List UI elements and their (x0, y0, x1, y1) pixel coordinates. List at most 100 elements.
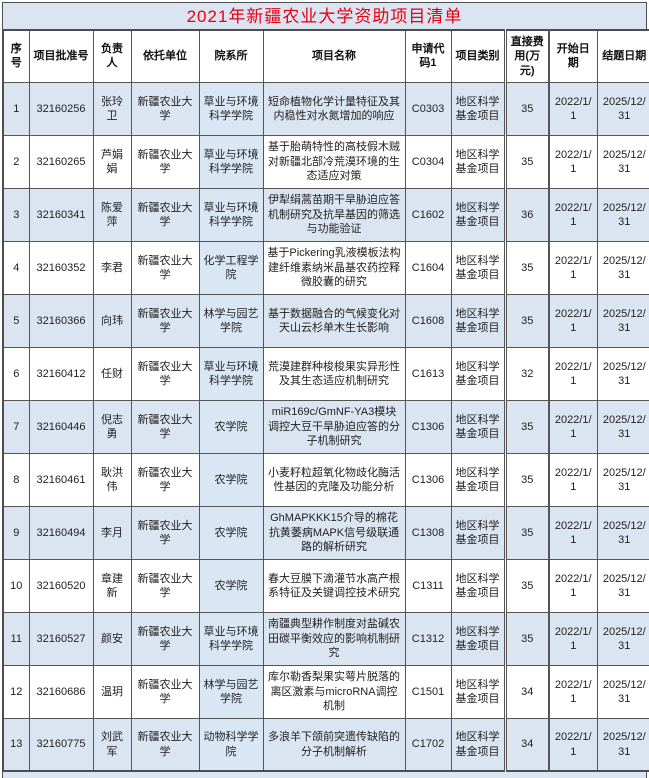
cell-approval-no: 32160366 (28, 293, 94, 348)
cell-budget: 36 (503, 187, 550, 242)
cell-project-title: 基于数据融合的气候变化对天山云杉单木生长影响 (262, 293, 406, 348)
cell-category: 地区科学基金项目 (450, 134, 506, 189)
cell-approval-no: 32160256 (28, 81, 94, 136)
cell-institution: 新疆农业大学 (130, 134, 200, 189)
cell-budget: 32 (503, 346, 550, 401)
cell-pi: 陈爱萍 (92, 187, 132, 242)
cell-budget: 35 (503, 134, 550, 189)
cell-approval-no: 32160686 (28, 664, 94, 719)
cell-start-date: 2022/1/1 (548, 452, 598, 507)
cell-category: 地区科学基金项目 (450, 346, 506, 401)
cell-approval-no: 32160775 (28, 717, 94, 772)
cell-category: 地区科学基金项目 (450, 240, 506, 295)
cell-application-code: C0304 (404, 134, 452, 189)
cell-application-code: C1312 (404, 611, 452, 666)
table-row: 3 32160341 陈爱萍 新疆农业大学 草业与环境科学学院 伊犁绢蒿苗期干旱胁迫应答机… (2, 187, 649, 242)
cell-budget: 35 (503, 293, 550, 348)
header-application-code: 申请代码1 (404, 29, 452, 83)
cell-start-date: 2022/1/1 (548, 664, 598, 719)
cell-pi: 倪志勇 (92, 399, 132, 454)
cell-end-date: 2025/12/31 (596, 240, 649, 295)
header-category: 项目类别 (450, 29, 506, 83)
cell-project-title: miR169c/GmNF-YA3模块调控大豆干旱胁迫应答的分子机制研究 (262, 399, 406, 454)
cell-institution: 新疆农业大学 (130, 240, 200, 295)
cell-category: 地区科学基金项目 (450, 452, 506, 507)
cell-project-title: GhMAPKKK15介导的棉花抗黄萎病MAPK信号级联通路的解析研究 (262, 505, 406, 560)
header-pi: 负责人 (92, 29, 132, 83)
cell-project-title: 多浪羊下颌前突遗传缺陷的分子机制解析 (262, 717, 406, 772)
cell-index: 1 (2, 81, 30, 136)
cell-start-date: 2022/1/1 (548, 346, 598, 401)
cell-pi: 颜安 (92, 611, 132, 666)
table-row: 12 32160686 温玥 新疆农业大学 林学与园艺学院 库尔勒香梨果实萼片脱落的离区激… (2, 664, 649, 719)
cell-budget: 34 (503, 664, 550, 719)
table-row: 2 32160265 芦娟娟 新疆农业大学 草业与环境科学学院 基于胎萌特性的高枝假木贼对… (2, 134, 649, 189)
cell-application-code: C1608 (404, 293, 452, 348)
header-end-date: 结题日期 (596, 29, 649, 83)
cell-end-date: 2025/12/31 (596, 134, 649, 189)
cell-department: 草业与环境科学学院 (198, 81, 264, 136)
cell-start-date: 2022/1/1 (548, 558, 598, 613)
cell-department: 草业与环境科学学院 (198, 346, 264, 401)
cell-department: 化学工程学院 (198, 240, 264, 295)
cell-project-title: 短命植物化学计量特征及其内稳性对水氮增加的响应 (262, 81, 406, 136)
cell-index: 11 (2, 611, 30, 666)
cell-pi: 向玮 (92, 293, 132, 348)
cell-approval-no: 32160412 (28, 346, 94, 401)
table-header: 序号 项目批准号 负责人 依托单位 院系所 项目名称 申请代码1 项目类别 直接… (2, 29, 649, 83)
cell-department: 农学院 (198, 505, 264, 560)
cell-index: 2 (2, 134, 30, 189)
cell-start-date: 2022/1/1 (548, 81, 598, 136)
table-row: 11 32160527 颜安 新疆农业大学 草业与环境科学学院 南疆典型耕作制度对盐碱农田… (2, 611, 649, 666)
cell-department: 林学与园艺学院 (198, 664, 264, 719)
cell-budget: 35 (503, 558, 550, 613)
cell-institution: 新疆农业大学 (130, 346, 200, 401)
cell-end-date: 2025/12/31 (596, 558, 649, 613)
cell-department: 农学院 (198, 452, 264, 507)
cell-budget: 34 (503, 717, 550, 772)
cell-pi: 李月 (92, 505, 132, 560)
cell-institution: 新疆农业大学 (130, 293, 200, 348)
cell-end-date: 2025/12/31 (596, 505, 649, 560)
table-row: 6 32160412 任财 新疆农业大学 草业与环境科学学院 荒漠建群种梭梭果实异形性及其… (2, 346, 649, 401)
cell-institution: 新疆农业大学 (130, 187, 200, 242)
cell-end-date: 2025/12/31 (596, 81, 649, 136)
cell-application-code: C1702 (404, 717, 452, 772)
cell-approval-no: 32160265 (28, 134, 94, 189)
table-row: 9 32160494 李月 新疆农业大学 农学院 GhMAPKKK15介导的棉花抗黄萎病M… (2, 505, 649, 560)
cell-index: 6 (2, 346, 30, 401)
cell-department: 草业与环境科学学院 (198, 134, 264, 189)
cell-category: 地区科学基金项目 (450, 664, 506, 719)
cell-start-date: 2022/1/1 (548, 187, 598, 242)
page-title: 2021年新疆农业大学资助项目清单 (2, 2, 647, 29)
cell-institution: 新疆农业大学 (130, 399, 200, 454)
cell-index: 3 (2, 187, 30, 242)
cell-category: 地区科学基金项目 (450, 187, 506, 242)
cell-institution: 新疆农业大学 (130, 505, 200, 560)
cell-project-title: 基于胎萌特性的高枝假木贼对新疆北部冷荒漠环境的生态适应对策 (262, 134, 406, 189)
cell-department: 草业与环境科学学院 (198, 187, 264, 242)
cell-application-code: C0303 (404, 81, 452, 136)
cell-application-code: C1501 (404, 664, 452, 719)
cell-category: 地区科学基金项目 (450, 81, 506, 136)
cell-start-date: 2022/1/1 (548, 399, 598, 454)
cell-approval-no: 32160520 (28, 558, 94, 613)
cell-department: 农学院 (198, 558, 264, 613)
cell-end-date: 2025/12/31 (596, 452, 649, 507)
table-row: 8 32160461 耿洪伟 新疆农业大学 农学院 小麦籽粒超氧化物歧化酶活性基因的克隆及… (2, 452, 649, 507)
cell-approval-no: 32160527 (28, 611, 94, 666)
cell-category: 地区科学基金项目 (450, 611, 506, 666)
cell-start-date: 2022/1/1 (548, 293, 598, 348)
cell-application-code: C1311 (404, 558, 452, 613)
cell-category: 地区科学基金项目 (450, 717, 506, 772)
cell-pi: 章建新 (92, 558, 132, 613)
cell-budget: 35 (503, 505, 550, 560)
cell-application-code: C1602 (404, 187, 452, 242)
cell-end-date: 2025/12/31 (596, 611, 649, 666)
header-index: 序号 (2, 29, 30, 83)
table-row: 1 32160256 张玲卫 新疆农业大学 草业与环境科学学院 短命植物化学计量特征及其内… (2, 81, 649, 136)
cell-application-code: C1613 (404, 346, 452, 401)
cell-approval-no: 32160341 (28, 187, 94, 242)
cell-budget: 35 (503, 240, 550, 295)
cell-approval-no: 32160494 (28, 505, 94, 560)
